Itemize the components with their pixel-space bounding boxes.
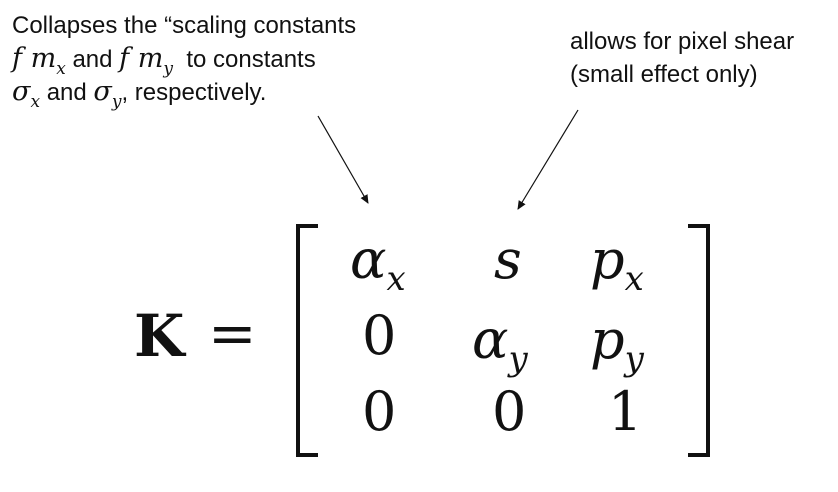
matrix-entry-alpha-y: αy <box>472 308 528 380</box>
word-and: and <box>72 46 113 73</box>
matrix-entry-p-x: px <box>590 228 644 300</box>
matrix-entry-r2c0: 0 <box>362 380 397 443</box>
alpha-symbol: α <box>472 308 509 371</box>
equals-sign: = <box>208 299 257 367</box>
sub-x: x <box>56 59 66 79</box>
annotation-scaling-constants: Collapses the “scaling constants f mx an… <box>12 9 357 112</box>
matrix-entry-r1c0: 0 <box>362 304 397 367</box>
sub-x: x <box>30 92 41 112</box>
arrow-to-s <box>517 109 579 210</box>
subscript-x: x <box>624 259 644 299</box>
matrix-left-bracket <box>296 224 318 457</box>
matrix-entry-r2c1: 0 <box>492 380 527 443</box>
text-respectively: , respectively. <box>121 79 267 106</box>
var-sigma-x: σ <box>12 76 31 107</box>
annotation-pixel-shear: allows for pixel shear (small effect onl… <box>570 25 794 91</box>
matrix-entry-r2c2: 1 <box>608 380 643 443</box>
annotation-left-line-2: f mx and f my to constants <box>12 42 356 79</box>
alpha-symbol: α <box>350 228 387 291</box>
arrow-to-alpha-x <box>317 115 369 204</box>
annotation-left-line-3: σx and σy, respectively. <box>12 75 356 112</box>
matrix-symbol-K: K <box>134 302 185 370</box>
annotation-right-line-2: (small effect only) <box>570 61 758 88</box>
annotation-left-line-1: Collapses the “scaling constants <box>12 12 357 39</box>
sub-y: y <box>163 59 173 79</box>
var-sigma-y: σ <box>93 76 112 107</box>
skew-symbol: s <box>494 228 522 291</box>
p-symbol: p <box>590 228 625 291</box>
subscript-y: y <box>624 339 644 379</box>
var-f-mx: f m <box>12 43 57 74</box>
word-and: and <box>46 79 87 106</box>
p-symbol: p <box>590 308 625 371</box>
text-to-constants: to constants <box>186 46 316 73</box>
var-f-my: f m <box>119 43 164 74</box>
sub-y: y <box>111 92 122 112</box>
subscript-y: y <box>508 339 528 379</box>
matrix-right-bracket <box>688 224 710 457</box>
annotation-right-line-1: allows for pixel shear <box>570 28 795 55</box>
matrix-entry-s: s <box>494 230 522 290</box>
matrix-entry-alpha-x: αx <box>350 228 406 300</box>
matrix-entry-p-y: py <box>590 308 644 380</box>
subscript-x: x <box>386 259 406 299</box>
